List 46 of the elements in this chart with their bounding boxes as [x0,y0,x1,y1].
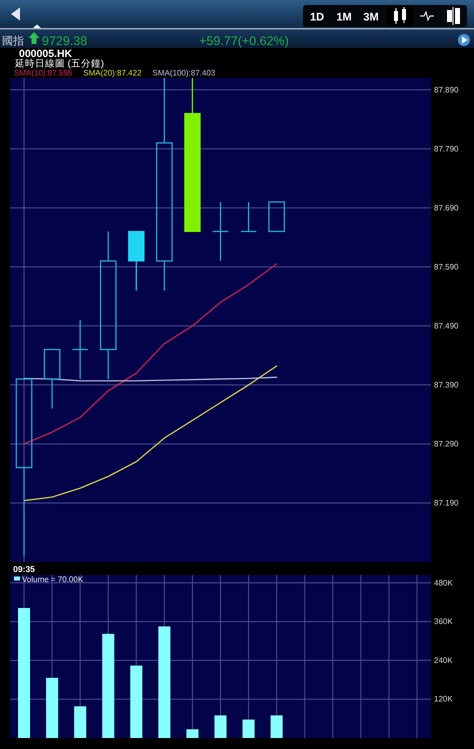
y-tick-label: 240K [434,656,454,665]
y-tick-label: 87.590 [434,262,460,272]
bar [18,608,30,738]
text: 3M [363,12,379,24]
text: 1M [336,12,352,24]
text: SMA(100):87.403 [152,68,216,78]
y-tick-label: 87.690 [434,203,460,212]
bar [74,706,86,738]
text: SMA(10):87.595 [14,68,73,78]
chart-subtitle: 延時日線圖 (五分鐘) [14,58,104,70]
y-tick-label: 87.790 [434,144,460,154]
bar [158,626,170,738]
line-series [23,365,278,502]
y-tick-label: 87.190 [434,498,460,508]
chart-title: 000005.HK [19,48,73,60]
legend-label: Volume = 70.00K [22,575,84,584]
bar [130,666,142,738]
y-tick-label: 87.290 [434,439,460,448]
bar [214,715,227,738]
text: 國指 [2,36,24,48]
candlestick [156,77,173,292]
bar [242,720,255,738]
line-series [23,263,278,445]
bar [102,634,114,738]
y-tick-label: 120K [434,694,454,704]
candlestick [240,201,257,232]
text: SMA(20):87.422 [83,68,142,78]
y-tick-label: 360K [434,617,454,626]
text: 1D [310,12,324,24]
y-tick-label: 87.490 [434,321,460,330]
x-tick-label: 09:35 [13,564,36,574]
text: 9729.38 [42,34,88,48]
candlestick [128,230,145,292]
y-tick-label: 87.890 [434,85,460,94]
text: +59.77(+0.62%) [199,34,289,48]
candlestick [212,201,229,262]
bar [186,729,198,738]
candlestick [100,230,117,380]
y-tick-label: 87.390 [434,380,460,390]
candlestick [184,77,201,232]
bar [46,678,58,738]
candlestick [44,348,60,410]
y-tick-label: 480K [434,578,454,588]
candlestick [72,319,88,380]
bar [270,715,283,738]
candlestick [268,201,285,232]
